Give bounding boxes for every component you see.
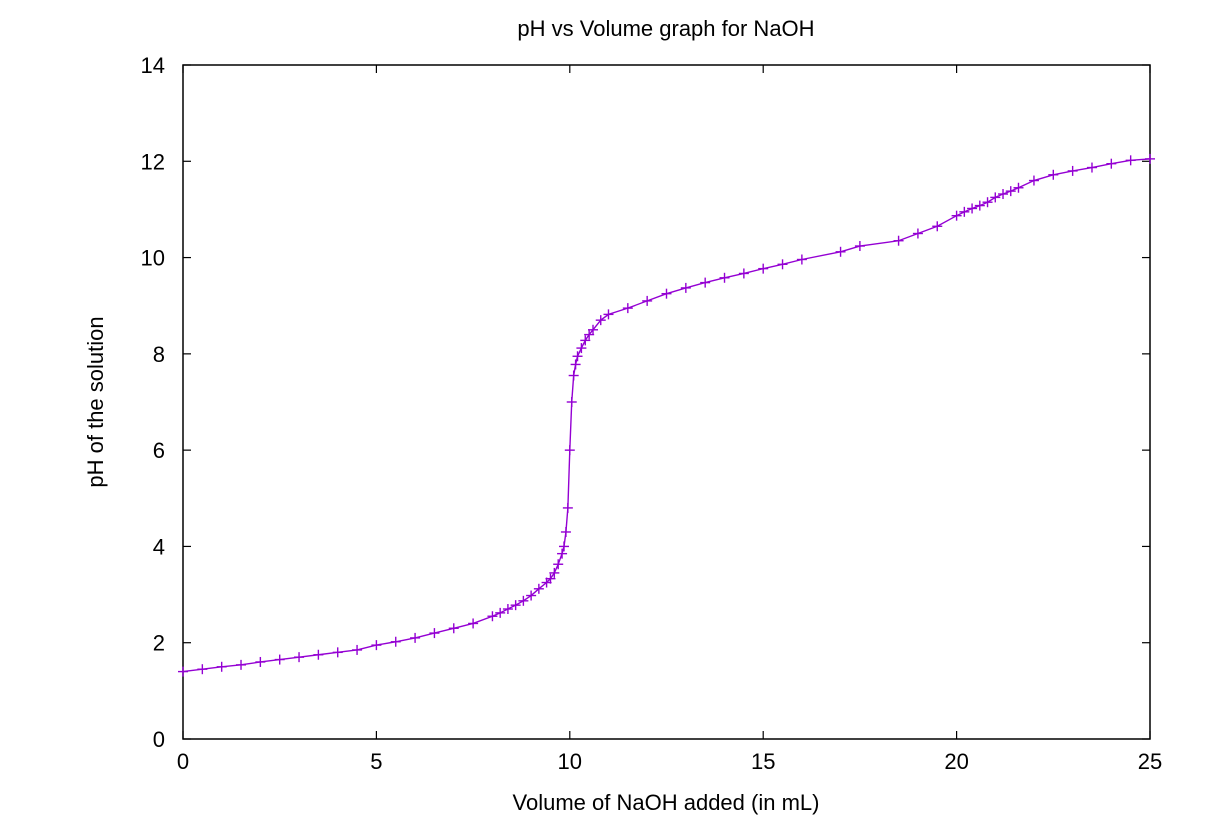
data-point-marker [255,656,266,667]
data-point-marker [178,666,188,677]
data-point-marker [352,644,363,655]
data-point-marker [642,295,653,306]
data-point-marker [959,206,970,217]
data-point-marker [216,661,227,672]
data-point-marker [1086,162,1097,173]
data-point-marker [560,526,571,537]
data-point-marker [700,277,711,288]
data-point-marker [1048,169,1059,180]
data-point-marker [410,632,421,643]
data-point-marker [487,611,498,622]
data-point-marker [502,604,513,615]
data-point-marker [854,241,865,252]
data-point-marker [274,654,285,665]
data-point-marker [562,502,573,513]
data-point-marker [570,359,581,370]
data-point-marker [549,567,560,578]
data-point-marker [518,595,529,606]
data-point-marker [1005,186,1016,197]
data-point-marker [566,397,577,407]
y-tick-label: 8 [153,342,165,367]
x-axis-label: Volume of NaOH added (in mL) [513,790,820,815]
data-series [178,153,1155,677]
data-point-marker [371,640,382,651]
data-point-marker [893,235,904,246]
data-point-marker [468,618,479,629]
data-point-marker [951,210,962,221]
data-point-marker [564,445,575,456]
data-point-marker [390,636,401,647]
data-point-marker [294,652,305,663]
data-point-marker [680,282,691,293]
data-point-marker [558,541,569,552]
data-point-marker [622,303,633,314]
y-axis-label: pH of the solution [83,316,108,487]
data-point-marker [553,559,564,570]
data-point-marker [576,343,587,354]
x-tick-label: 20 [944,749,968,774]
data-point-marker [1145,153,1155,164]
data-point-marker [738,268,749,279]
data-point-marker [197,664,208,675]
data-point-marker [758,263,769,274]
x-axis: 0 5 10 15 20 25 [177,65,1162,774]
data-point-marker [932,221,943,232]
chart-title: pH vs Volume graph for NaOH [517,16,814,41]
x-tick-label: 5 [370,749,382,774]
data-point-marker [448,623,459,634]
data-point-marker [526,590,537,601]
data-point-marker [1013,182,1024,193]
data-point-marker [1106,158,1117,169]
data-point-marker [1067,165,1078,176]
data-point-marker [967,203,978,214]
data-point-marker [588,324,599,335]
data-point-marker [990,192,1001,203]
data-point-marker [236,659,247,670]
data-point-marker [796,254,807,265]
x-tick-label: 0 [177,749,189,774]
data-point-marker [603,309,614,320]
x-tick-label: 25 [1138,749,1162,774]
plot-frame [182,64,1151,740]
data-point-marker [912,228,923,239]
data-point-marker [595,315,606,326]
data-point-marker [719,272,730,283]
data-point-marker [545,573,556,584]
data-point-marker [998,189,1009,200]
data-point-marker [982,197,993,208]
data-point-marker [568,370,579,381]
series-line [182,158,1151,673]
y-axis: 0 2 4 6 8 10 12 14 [141,53,1150,752]
data-point-marker [1125,155,1136,166]
data-point-marker [974,200,985,211]
data-point-marker [495,607,506,618]
data-point-marker [313,649,324,660]
data-point-marker [332,647,343,658]
x-tick-label: 15 [751,749,775,774]
data-point-marker [661,288,672,299]
data-point-marker [777,259,788,270]
y-tick-label: 0 [153,727,165,752]
data-point-marker [580,335,591,346]
y-tick-label: 10 [141,246,165,271]
y-tick-label: 6 [153,438,165,463]
data-point-marker [533,583,544,594]
y-tick-label: 12 [141,149,165,174]
data-point-marker [557,548,568,559]
plot-area [182,64,1151,740]
data-point-marker [572,351,583,362]
data-point-marker [510,600,521,611]
data-point-marker [1028,175,1039,186]
y-tick-label: 14 [141,53,165,78]
y-tick-label: 4 [153,534,165,559]
data-point-marker [835,246,846,257]
x-tick-label: 10 [558,749,582,774]
data-point-marker [429,628,440,639]
y-tick-label: 2 [153,631,165,656]
